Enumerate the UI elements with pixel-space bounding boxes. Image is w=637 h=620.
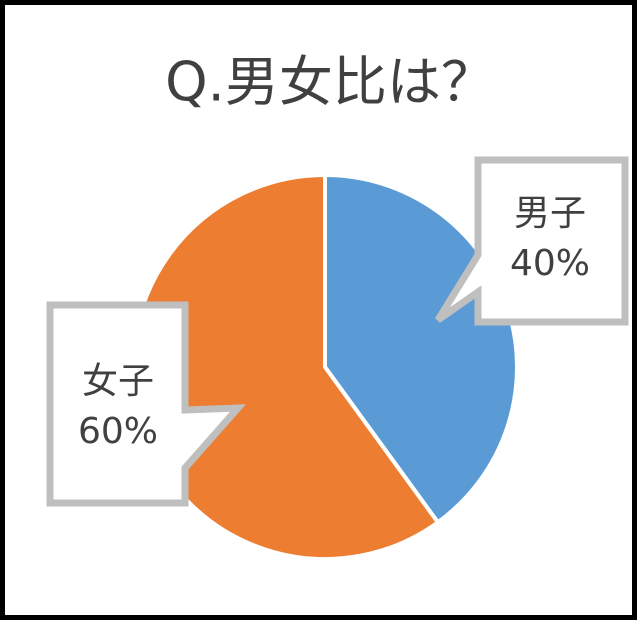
value-label: 40%	[510, 243, 590, 284]
pie	[131, 173, 519, 561]
labels: 男子 40% 女子 60%	[78, 193, 590, 452]
chart-title: Q.男女比は？	[165, 51, 495, 114]
callout-box	[435, 156, 629, 326]
value-label: 60%	[78, 411, 158, 452]
callout-box	[46, 301, 247, 507]
category-label: 女子	[82, 361, 154, 402]
category-label: 男子	[514, 193, 586, 234]
